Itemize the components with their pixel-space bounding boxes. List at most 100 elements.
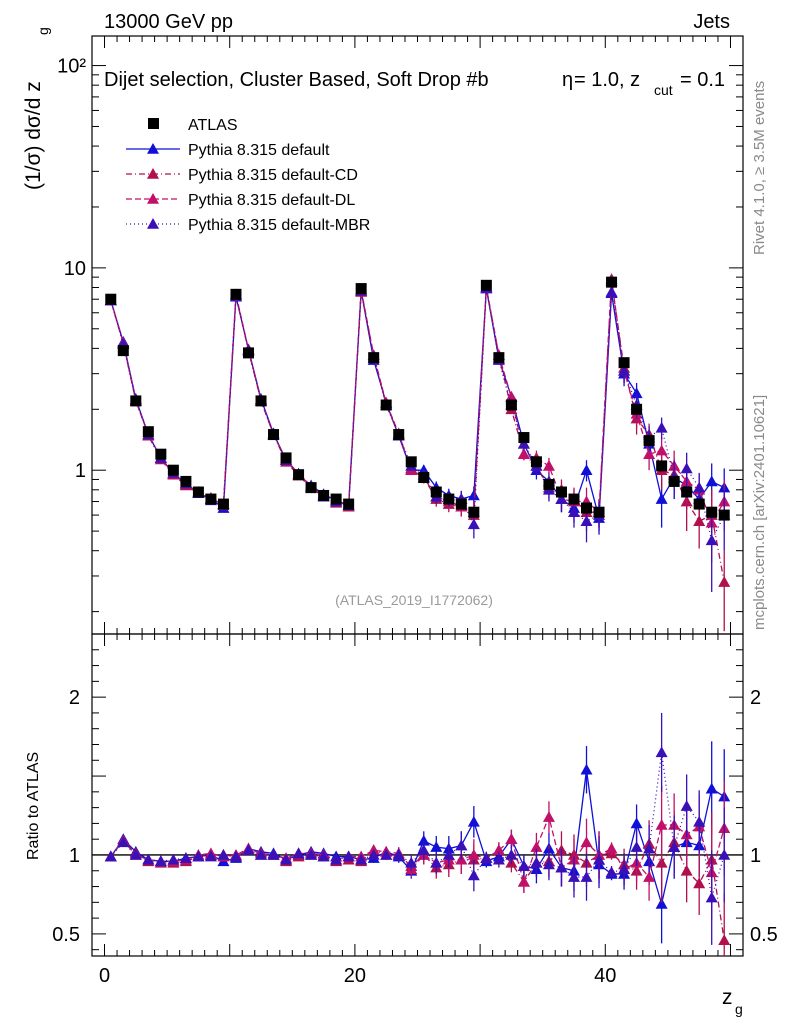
series-point — [693, 515, 706, 526]
atlas-point — [105, 293, 117, 305]
x-axis-label-sub: g — [735, 1001, 743, 1017]
plot-title: Dijet selection, Cluster Based, Soft Dro… — [104, 69, 725, 98]
ratio-y-tick-label: 0.5 — [52, 924, 80, 946]
atlas-point — [581, 502, 593, 514]
atlas-point — [293, 469, 305, 481]
ratio-axis-label: Ratio to ATLAS — [25, 752, 42, 860]
ratio-point — [580, 836, 593, 848]
ratio-point — [630, 841, 643, 852]
ratio-point — [580, 763, 593, 775]
x-tick-label: 40 — [594, 965, 616, 987]
ratio-point — [480, 852, 493, 863]
atlas-point — [393, 429, 405, 441]
atlas-point — [430, 486, 442, 498]
ratio-point — [255, 848, 268, 860]
series-point — [705, 534, 718, 546]
ratio-point — [154, 855, 167, 867]
ratio-point — [718, 934, 731, 946]
ratio-point — [142, 853, 155, 865]
ratio-point — [355, 853, 368, 865]
series-point — [655, 421, 668, 433]
ratio-line-0 — [110, 769, 725, 905]
atlas-point — [142, 426, 154, 438]
ratio-point — [517, 860, 530, 871]
ratio-y-tick-label-right: 1 — [750, 845, 761, 867]
ratio-point — [417, 844, 430, 856]
ratio-point — [517, 875, 530, 887]
series-point — [542, 459, 555, 471]
atlas-point — [167, 464, 179, 476]
analysis-watermark: (ATLAS_2019_I1772062) — [335, 592, 493, 608]
ratio-point — [242, 844, 255, 856]
series-point — [693, 481, 706, 493]
ratio-point — [505, 833, 518, 844]
legend-marker-square — [148, 118, 159, 129]
legend-label: Pythia 8.315 default — [188, 142, 330, 159]
series-point — [718, 576, 731, 587]
legend-label: ATLAS — [188, 117, 238, 134]
atlas-point — [543, 478, 555, 490]
ratio-point — [229, 850, 242, 862]
atlas-point — [480, 279, 492, 291]
title-end: = 0.1 — [680, 69, 725, 91]
atlas-point — [618, 357, 630, 369]
ratio-point — [605, 842, 618, 854]
atlas-point — [555, 486, 567, 498]
atlas-point — [117, 345, 129, 357]
atlas-point — [355, 283, 367, 295]
ratio-point — [305, 848, 318, 860]
ratio-point — [530, 841, 543, 852]
ratio-point — [117, 836, 130, 848]
ratio-point — [680, 864, 693, 876]
ratio-point — [693, 815, 706, 827]
ratio-point — [179, 852, 192, 863]
ratio-point — [455, 839, 468, 851]
series-point — [655, 444, 668, 456]
legend-label: Pythia 8.315 default-DL — [188, 192, 355, 209]
mcplots-label: mcplots.cern.ch [arXiv:2401.10621] — [751, 395, 768, 630]
ratio-point — [492, 853, 505, 865]
series-point — [555, 493, 568, 504]
atlas-point — [380, 399, 392, 411]
title-suffix: = 1.0, z — [574, 69, 640, 91]
ratio-point — [417, 834, 430, 846]
ratio-point — [330, 853, 343, 865]
ratio-point — [605, 866, 618, 878]
ratio-point — [655, 897, 668, 909]
ratio-point — [643, 842, 656, 854]
series-point — [655, 493, 668, 504]
atlas-point — [443, 493, 455, 505]
x-axis-label: z — [722, 986, 733, 1009]
ratio-point — [129, 848, 142, 860]
atlas-point — [681, 486, 693, 498]
series-point — [580, 515, 593, 526]
axes-ticks: 0 20 40 1 10 10² 0.5 0.5 1 1 2 2 — [52, 36, 778, 987]
atlas-point — [505, 399, 517, 411]
energy-label: 13000 GeV pp — [104, 11, 233, 33]
legend-marker-triangle — [147, 143, 159, 154]
ratio-line-3 — [110, 752, 725, 898]
atlas-point — [593, 506, 605, 518]
ratio-point — [380, 848, 393, 860]
title-eta: η — [562, 69, 573, 91]
ratio-point — [392, 848, 405, 860]
atlas-point — [668, 475, 680, 487]
ratio-point — [317, 850, 330, 862]
ratio-plot-frame — [91, 633, 744, 957]
legend-marker-triangle — [147, 218, 159, 229]
ratio-point — [655, 746, 668, 758]
atlas-point — [343, 498, 355, 510]
ratio-point — [342, 850, 355, 862]
ratio-point — [467, 848, 480, 860]
ratio-point — [505, 848, 518, 860]
atlas-point — [268, 429, 280, 441]
ratio-point — [542, 811, 555, 822]
ratio-point — [367, 848, 380, 860]
atlas-point — [305, 482, 317, 494]
legend-label: Pythia 8.315 default-CD — [188, 167, 358, 184]
series-point — [680, 462, 693, 474]
ratio-point — [705, 891, 718, 903]
atlas-point — [693, 498, 705, 510]
series-point — [605, 285, 618, 297]
